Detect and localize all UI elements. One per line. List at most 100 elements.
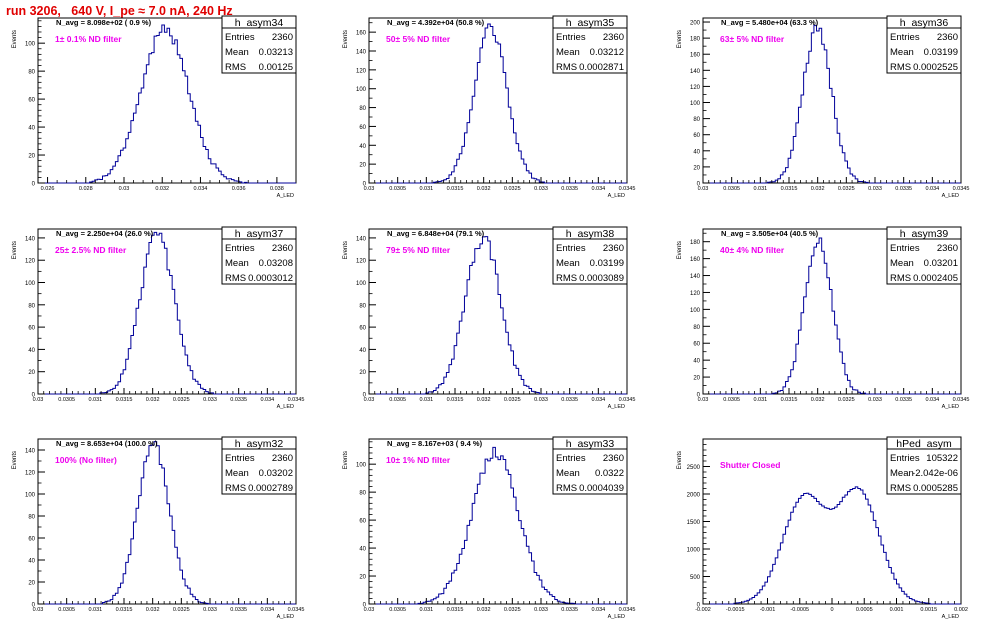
- stats-mean-value: 0.03202: [259, 468, 293, 479]
- x-tick-label: 0.0015: [920, 607, 937, 613]
- x-tick-label: 0.0345: [619, 397, 636, 403]
- x-tick-label: 0.031: [419, 397, 433, 403]
- y-tick-label: 20: [693, 376, 700, 382]
- stats-entries-label: Entries: [890, 32, 920, 43]
- x-tick-label: 0.0345: [953, 186, 970, 192]
- y-tick-label: 40: [359, 144, 366, 150]
- stats-rms-label: RMS: [890, 273, 911, 284]
- navg-label: N_avg = 5.480e+04 (63.3 %): [721, 18, 819, 27]
- histogram-series: [703, 486, 961, 605]
- x-tick-label: 0.0305: [389, 186, 406, 192]
- y-tick-label: 100: [25, 281, 36, 287]
- x-axis-label: A_LED: [608, 193, 625, 199]
- x-tick-label: 0.034: [925, 397, 939, 403]
- y-tick-label: 80: [359, 106, 366, 112]
- y-tick-label: 100: [356, 281, 367, 287]
- plot-frame: [37, 228, 297, 395]
- x-tick-label: 0.0305: [389, 607, 406, 613]
- histogram-series: [38, 231, 296, 395]
- x-tick-label: 0.0315: [781, 186, 798, 192]
- y-tick-label: 40: [359, 348, 366, 354]
- x-tick-label: -0.0005: [790, 607, 809, 613]
- x-tick-label: 0.032: [146, 607, 160, 613]
- x-tick-label: 0.0315: [116, 607, 133, 613]
- stats-rms-value: 0.0002405: [913, 273, 958, 284]
- x-tick-label: 0.0325: [504, 397, 521, 403]
- x-tick-label: 0.0305: [723, 397, 740, 403]
- y-tick-label: 20: [28, 581, 35, 587]
- y-tick-label: 80: [693, 325, 700, 331]
- histogram-title: h_asym36: [900, 17, 949, 29]
- x-tick-label: 0.0305: [723, 186, 740, 192]
- y-tick-label: 60: [28, 326, 35, 332]
- x-axis-label: A_LED: [608, 404, 625, 410]
- x-axis-label: A_LED: [277, 404, 294, 410]
- y-tick-label: 2000: [687, 493, 701, 499]
- y-tick-label: 80: [28, 70, 35, 76]
- y-tick-label: 200: [690, 21, 701, 27]
- x-tick-label: 0.03: [364, 186, 375, 192]
- stats-box: [221, 226, 297, 285]
- histogram-series: [703, 24, 961, 184]
- navg-label: N_avg = 8.167e+03 ( 9.4 %): [387, 439, 483, 448]
- stats-rms-value: 0.0005285: [913, 483, 958, 494]
- stats-box: [552, 436, 628, 495]
- y-tick-label: 500: [690, 575, 701, 581]
- filter-label: 25± 2.5% ND filter: [55, 245, 127, 255]
- navg-label: N_avg = 6.848e+04 (79.1 %): [387, 229, 485, 238]
- histogram-panel: 0 20 40 60 80 100 0.026 0.028 0.03 0.032 0.034 0.03…: [12, 15, 297, 199]
- stats-entries-value: 2360: [272, 453, 293, 464]
- x-tick-label: 0.0345: [619, 607, 636, 613]
- stats-rms-label: RMS: [556, 483, 577, 494]
- filter-label: 40± 4% ND filter: [720, 245, 785, 255]
- x-tick-label: 0.032: [477, 186, 491, 192]
- y-tick-label: 2500: [687, 465, 701, 471]
- plot-frame: [368, 438, 628, 605]
- stats-mean-label: Mean: [225, 468, 249, 479]
- x-tick-label: 0.0315: [781, 397, 798, 403]
- y-tick-label: 120: [690, 85, 701, 91]
- stats-box: [221, 436, 297, 495]
- plot-frame: [368, 228, 628, 395]
- y-tick-label: 20: [28, 370, 35, 376]
- y-tick-label: 20: [693, 165, 700, 171]
- x-tick-label: -0.0015: [726, 607, 745, 613]
- x-tick-label: 0.0315: [447, 607, 464, 613]
- stats-box: [886, 436, 962, 495]
- y-axis-label: Events: [343, 30, 349, 48]
- y-tick-label: 80: [28, 515, 35, 521]
- y-tick-label: 20: [359, 163, 366, 169]
- stats-mean-label: Mean: [556, 468, 580, 479]
- y-tick-label: 100: [25, 42, 36, 48]
- histogram-series: [369, 23, 627, 184]
- stats-entries-value: 2360: [603, 453, 624, 464]
- y-tick-label: 80: [359, 303, 366, 309]
- y-tick-label: 0: [363, 182, 367, 188]
- stats-entries-value: 2360: [937, 243, 958, 254]
- x-tick-label: 0.03: [119, 186, 130, 192]
- x-tick-label: 0.034: [591, 186, 605, 192]
- y-tick-label: 80: [693, 117, 700, 123]
- x-axis-label: A_LED: [942, 193, 959, 199]
- x-tick-label: 0.0325: [504, 607, 521, 613]
- x-tick-label: 0.0325: [838, 186, 855, 192]
- x-tick-label: 0.034: [260, 607, 274, 613]
- x-tick-label: 0.034: [925, 186, 939, 192]
- y-tick-label: 120: [25, 471, 36, 477]
- x-tick-label: 0.032: [811, 186, 825, 192]
- x-tick-label: 0.033: [534, 397, 548, 403]
- y-tick-label: 140: [356, 236, 367, 242]
- stats-mean-label: Mean: [225, 258, 249, 269]
- y-tick-label: 100: [690, 101, 701, 107]
- plot-frame: [37, 17, 297, 184]
- histogram-series: [703, 237, 961, 395]
- stats-rms-label: RMS: [225, 273, 246, 284]
- navg-label: N_avg = 8.098e+02 ( 0.9 %): [56, 18, 152, 27]
- x-tick-label: 0: [830, 607, 833, 613]
- x-tick-label: 0.0335: [895, 186, 912, 192]
- y-tick-label: 140: [356, 50, 367, 56]
- histogram-panel: 0 20 40 60 80 100 120 140 160 180 200 0.03 0.0305 0.0…: [677, 15, 970, 199]
- stats-entries-value: 2360: [603, 243, 624, 254]
- x-tick-label: 0.0335: [230, 397, 247, 403]
- y-tick-label: 160: [690, 53, 701, 59]
